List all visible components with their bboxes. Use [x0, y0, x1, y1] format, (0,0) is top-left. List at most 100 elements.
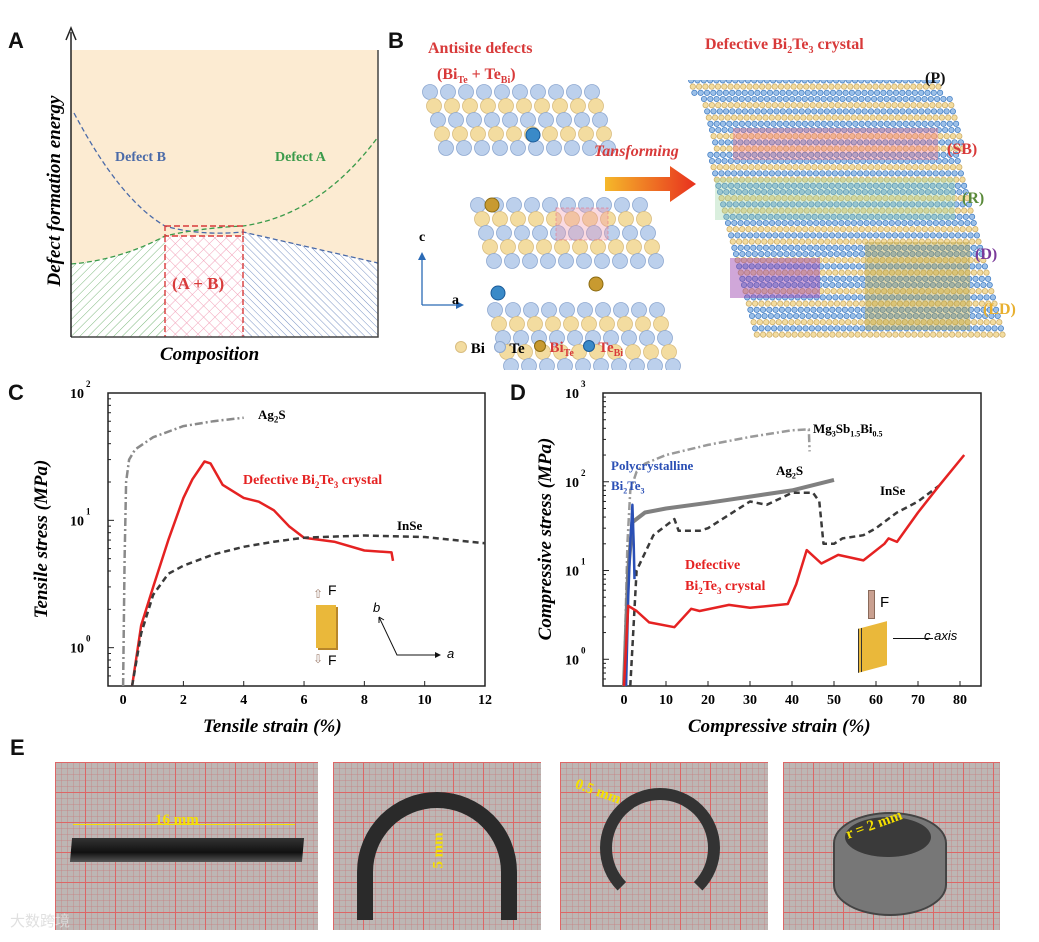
lattice-atom: [838, 170, 845, 177]
lattice-atom: [838, 195, 845, 202]
lattice-atom: [941, 300, 948, 307]
lattice-atom: [858, 176, 865, 183]
lattice-atom: [824, 263, 831, 270]
lattice-atom: [864, 120, 871, 127]
lattice-atom: [730, 114, 738, 121]
lattice-atom: [722, 89, 729, 96]
lattice-atom: [734, 102, 741, 109]
lattice-atom: [819, 319, 826, 326]
lattice-atom: [961, 257, 968, 264]
te-atom: [484, 112, 500, 128]
te-atom: [478, 225, 494, 241]
lattice-atom: [756, 244, 763, 251]
lattice-atom: [939, 244, 946, 251]
lattice-atom: [834, 126, 842, 134]
te-atom: [505, 302, 521, 318]
lattice-atom: [920, 219, 927, 227]
lattice-atom: [837, 288, 844, 295]
lattice-atom: [871, 226, 878, 233]
lattice-atom: [792, 108, 799, 115]
lattice-atom: [903, 275, 910, 282]
lattice-atom: [833, 176, 840, 183]
lattice-atom: [804, 306, 811, 313]
defective-label-c: Defective Bi2Te3 crystal: [243, 473, 383, 490]
lattice-atom: [956, 164, 963, 171]
lattice-atom: [986, 331, 993, 338]
lattice-atom: [797, 126, 804, 134]
lattice-atom: [920, 170, 927, 177]
bi-atom: [492, 211, 508, 227]
lattice-atom: [852, 145, 859, 152]
overlap-region: [165, 236, 243, 337]
lattice-atom: [902, 145, 909, 152]
lattice-atom: [753, 157, 760, 165]
lattice-atom: [956, 213, 963, 220]
lattice-atom: [893, 108, 900, 115]
lattice-atom: [946, 201, 954, 208]
lattice-atom: [902, 176, 909, 183]
lattice-atom: [902, 95, 909, 103]
lattice-atom: [910, 126, 917, 134]
lattice-atom: [901, 139, 908, 146]
lattice-atom: [740, 102, 747, 109]
lattice-atom: [810, 232, 817, 239]
lattice-atom: [707, 80, 714, 84]
lattice-atom: [863, 114, 870, 121]
c-axis-arrow-icon: [893, 638, 933, 639]
lattice-atom: [905, 133, 912, 140]
lattice-atom: [896, 250, 903, 258]
lattice-atom: [850, 114, 857, 121]
lattice-atom: [959, 250, 966, 258]
lattice-atom: [855, 89, 862, 96]
lattice-atom: [915, 120, 922, 127]
lattice-atom: [970, 244, 977, 251]
te-atom: [474, 140, 490, 156]
lattice-atom: [921, 201, 928, 208]
lattice-atom: [767, 133, 774, 140]
x-tick-label: 80: [953, 693, 967, 708]
lattice-atom: [798, 108, 805, 115]
lattice-atom: [966, 325, 973, 332]
te-atom: [470, 197, 486, 213]
lattice-atom: [864, 145, 872, 152]
lattice-atom: [923, 182, 930, 189]
lattice-atom: [869, 195, 876, 202]
lattice-atom: [771, 157, 779, 165]
lattice-atom: [882, 114, 889, 121]
axis-a-label-c: a: [447, 646, 455, 661]
lattice-atom: [808, 275, 815, 282]
lattice-atom: [945, 244, 952, 251]
te-atom: [584, 84, 600, 100]
lattice-atom: [840, 325, 847, 332]
lattice-atom: [796, 83, 803, 90]
lattice-atom: [789, 201, 796, 208]
y-tick-label: 10: [70, 642, 84, 657]
te-atom: [564, 140, 580, 156]
lattice-atom: [751, 145, 758, 152]
lattice-atom: [977, 244, 984, 251]
lattice-atom: [845, 120, 853, 127]
lattice-atom: [720, 201, 727, 208]
lattice-atom: [783, 226, 790, 233]
te-atom: [440, 84, 456, 100]
lattice-atom: [741, 108, 749, 115]
lattice-atom: [957, 139, 964, 146]
lattice-atom: [726, 145, 733, 152]
lattice-atom: [954, 157, 961, 165]
lattice-atom: [819, 294, 826, 301]
lattice-atom: [963, 312, 970, 320]
lattice-atom: [924, 89, 931, 96]
lattice-atom: [977, 319, 984, 326]
lattice-atom: [939, 219, 946, 227]
lattice-atom: [901, 195, 908, 202]
lattice-atom: [934, 145, 941, 152]
lattice-atom: [868, 188, 875, 196]
lattice-atom: [948, 126, 955, 134]
lattice-atom: [994, 312, 1001, 320]
lattice-atom: [934, 151, 941, 158]
lattice-atom: [959, 275, 966, 282]
lattice-atom: [848, 306, 855, 313]
te-atom: [487, 302, 503, 318]
lattice-atom: [705, 114, 712, 121]
lattice-atom: [871, 325, 878, 332]
